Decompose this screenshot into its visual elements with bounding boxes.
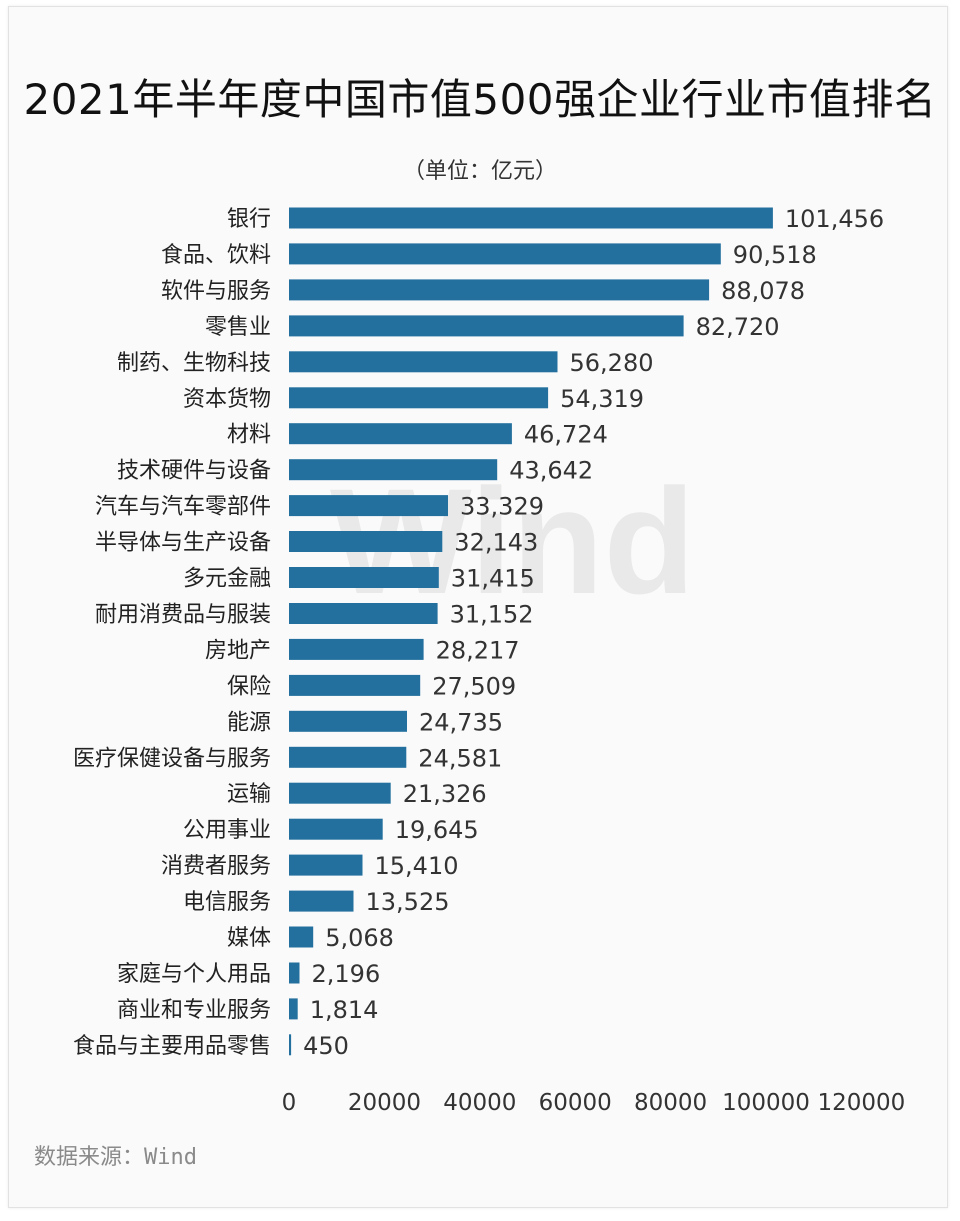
category-label: 家庭与个人用品	[117, 962, 271, 987]
category-label: 消费者服务	[161, 854, 271, 879]
bar-12	[289, 603, 438, 624]
bar-17	[289, 782, 391, 804]
category-label: 技术硬件与设备	[117, 459, 271, 484]
unit-subtitle: （单位：亿元）	[402, 159, 557, 184]
chart-card	[8, 6, 948, 1208]
value-label: 1,814	[310, 996, 379, 1024]
category-label: 汽车与汽车零部件	[95, 495, 271, 520]
value-label: 31,152	[450, 601, 534, 629]
category-label: 商业和专业服务	[117, 998, 271, 1023]
value-label: 21,326	[403, 780, 487, 808]
x-tick-label: 0	[282, 1090, 297, 1116]
x-tick-label: 20000	[348, 1090, 421, 1116]
x-axis-ticks-group: 0 20000 40000 60000 80000 100000 120000	[282, 1090, 906, 1116]
value-label: 82,720	[696, 313, 780, 341]
category-label: 多元金融	[183, 567, 271, 592]
data-source: 数据来源：Wind	[34, 1145, 197, 1170]
value-label: 450	[303, 1032, 349, 1060]
category-label: 房地产	[205, 638, 271, 663]
value-label: 28,217	[436, 636, 520, 664]
value-label: 88,078	[721, 277, 805, 305]
category-label: 耐用消费品与服装	[95, 603, 271, 628]
category-label: 软件与服务	[161, 279, 271, 304]
bar-15	[289, 710, 407, 732]
bar-10	[289, 531, 443, 552]
value-label: 32,143	[454, 529, 538, 557]
category-label: 食品、饮料	[161, 243, 271, 268]
bar-3	[289, 279, 710, 301]
bar-18	[289, 818, 383, 840]
value-label: 56,280	[570, 349, 654, 377]
category-label: 制药、生物科技	[117, 351, 271, 376]
category-label: 保险	[227, 674, 271, 699]
value-label: 2,196	[312, 960, 381, 988]
category-label: 材料	[227, 423, 271, 448]
x-tick-label: 100000	[722, 1090, 810, 1116]
category-label: 公用事业	[183, 818, 271, 843]
bar-16	[289, 746, 407, 768]
value-label: 24,581	[418, 744, 502, 772]
value-labels-group: 101,456 90,518 88,078 82,720 56,280 54,319 46,…	[303, 205, 884, 1060]
bar-9	[289, 495, 448, 517]
category-label: 银行	[227, 207, 271, 232]
bar-8	[289, 459, 498, 481]
bar-7	[289, 423, 512, 445]
x-tick-label: 60000	[539, 1090, 612, 1116]
category-label: 医疗保健设备与服务	[73, 746, 271, 771]
bars-group	[289, 207, 773, 1056]
bar-6	[289, 387, 549, 409]
category-label: 食品与主要用品零售	[73, 1034, 271, 1059]
category-label: 资本货物	[183, 387, 271, 412]
bar-24	[289, 1034, 292, 1056]
value-label: 46,724	[524, 421, 608, 449]
value-label: 24,735	[419, 708, 503, 736]
category-label: 能源	[227, 710, 271, 735]
bar-21	[289, 926, 314, 948]
bar-1	[289, 207, 773, 229]
category-label: 零售业	[205, 315, 271, 340]
category-labels-group: 银行食品、饮料软件与服务零售业制药、生物科技资本货物材料技术硬件与设备汽车与汽车…	[73, 207, 271, 1059]
bar-4	[289, 315, 684, 337]
x-tick-label: 120000	[817, 1090, 905, 1116]
bar-22	[289, 962, 300, 984]
category-label: 运输	[227, 782, 271, 807]
bar-2	[289, 243, 721, 265]
bar-11	[289, 567, 439, 588]
value-label: 5,068	[325, 924, 394, 952]
value-label: 15,410	[375, 852, 459, 880]
category-label: 电信服务	[183, 890, 271, 915]
category-label: 半导体与生产设备	[95, 531, 271, 556]
x-tick-label: 40000	[443, 1090, 516, 1116]
bar-19	[289, 854, 363, 876]
bar-14	[289, 674, 421, 696]
bar-20	[289, 890, 354, 912]
value-label: 13,525	[366, 888, 450, 916]
value-label: 90,518	[733, 241, 817, 269]
category-label: 媒体	[227, 926, 271, 951]
bar-5	[289, 351, 558, 373]
value-label: 43,642	[509, 457, 593, 485]
value-label: 101,456	[785, 205, 884, 233]
value-label: 19,645	[395, 816, 479, 844]
x-tick-label: 80000	[634, 1090, 707, 1116]
value-label: 33,329	[460, 493, 544, 521]
bar-23	[289, 998, 298, 1020]
value-label: 54,319	[560, 385, 644, 413]
bar-13	[289, 638, 424, 660]
chart-title: 2021年半年度中国市值500强企业行业市值排名	[23, 75, 937, 124]
value-label: 31,415	[451, 565, 535, 593]
value-label: 27,509	[432, 672, 516, 700]
